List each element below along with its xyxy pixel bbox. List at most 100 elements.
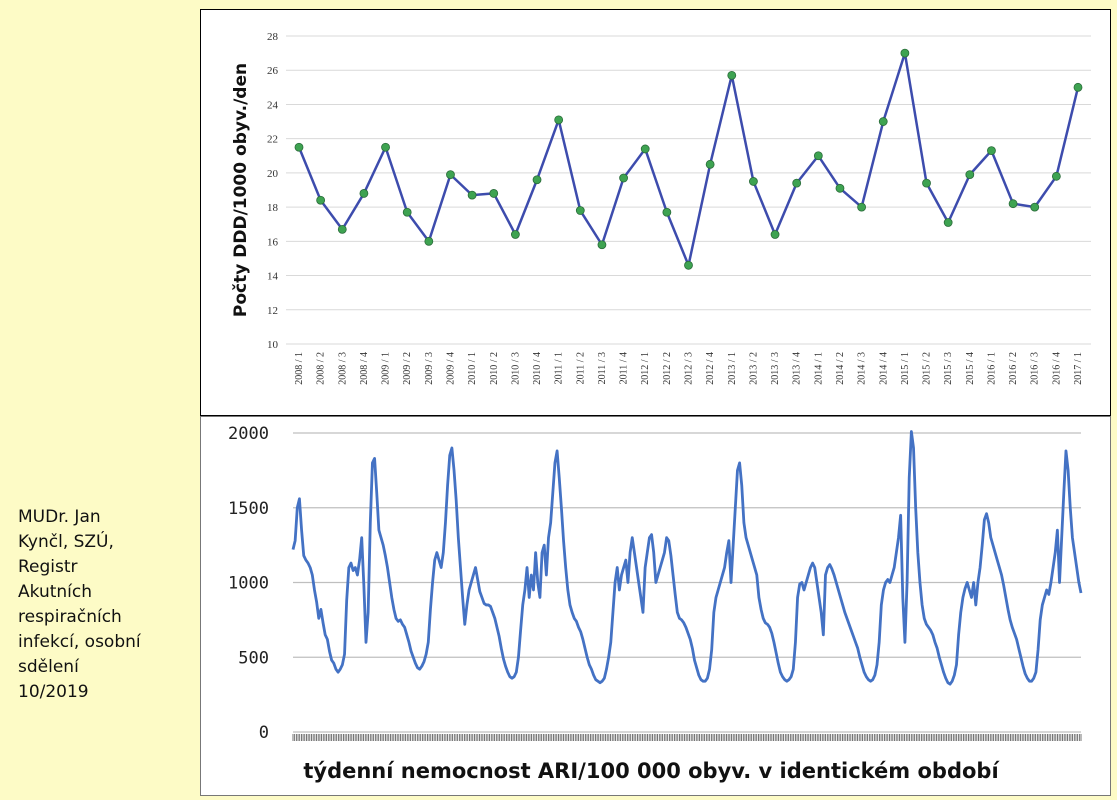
x-tick-label: 2013 / 1 xyxy=(727,352,738,385)
data-point xyxy=(510,230,520,239)
data-point xyxy=(749,177,758,186)
data-point xyxy=(900,48,910,58)
y-tick-label: 20 xyxy=(267,168,279,180)
x-tick-label: 2009 / 4 xyxy=(445,352,456,385)
source-note-line: Kynčl, SZÚ, xyxy=(18,532,114,552)
data-point xyxy=(727,70,737,80)
x-tick-label: 2014 / 3 xyxy=(857,352,868,385)
source-note-line: infekcí, osobní xyxy=(18,632,141,652)
data-point xyxy=(575,206,585,215)
x-tick-label: 2009 / 3 xyxy=(424,352,435,385)
data-point xyxy=(965,170,975,180)
data-point xyxy=(1051,171,1061,181)
data-point xyxy=(857,202,867,212)
ddd-consumption-chart: 10 12 14 16 18 20 22 24 26 28 Počty DDD/1000 obyv.… xyxy=(200,9,1111,416)
x-tick-label: 2010 / 4 xyxy=(532,352,543,385)
x-tick-label: 2011 / 4 xyxy=(619,352,630,384)
data-point xyxy=(835,183,845,193)
data-point xyxy=(467,190,477,200)
data-point xyxy=(554,115,564,125)
data-point xyxy=(532,175,542,185)
data-point xyxy=(705,159,715,169)
data-point xyxy=(337,224,347,234)
x-tick-label: 2011 / 1 xyxy=(554,352,565,384)
source-note-line: Registr xyxy=(18,557,78,577)
data-point xyxy=(1073,82,1083,92)
data-point xyxy=(294,142,304,152)
x-tick-label: 2012 / 2 xyxy=(662,352,673,385)
data-point xyxy=(597,240,607,250)
x-tick-label: 2017 / 1 xyxy=(1073,352,1084,385)
data-point xyxy=(446,170,455,180)
x-tick-label: 2013 / 3 xyxy=(770,352,781,385)
x-tick-label: 2010 / 3 xyxy=(510,352,521,385)
data-point xyxy=(316,195,326,205)
x-tick-label: 2008 / 4 xyxy=(359,352,370,385)
series-line xyxy=(291,430,1083,686)
x-tick-label: 2016 / 3 xyxy=(1030,352,1041,385)
x-tick-label: 2010 / 2 xyxy=(489,352,500,385)
data-point xyxy=(813,151,823,161)
y-tick-label: 28 xyxy=(267,31,279,43)
y-tick-label: 1500 xyxy=(228,499,269,519)
x-tick-label: 2011 / 2 xyxy=(575,352,586,384)
x-tick-label: 2013 / 4 xyxy=(792,352,803,385)
y-tick-label: 26 xyxy=(267,65,279,77)
x-tick-label: 2010 / 1 xyxy=(467,352,478,385)
source-note-line: 10/2019 xyxy=(18,682,89,702)
y-axis-label: Počty DDD/1000 obyv./den xyxy=(231,63,251,317)
y-tick-label: 10 xyxy=(267,339,279,351)
data-point xyxy=(684,260,693,270)
data-point xyxy=(424,236,434,246)
x-tick-label: 2016 / 1 xyxy=(986,352,997,385)
data-point xyxy=(770,230,780,239)
data-point xyxy=(1008,199,1018,209)
data-point xyxy=(662,207,672,217)
y-tick-label: 0 xyxy=(259,723,269,743)
y-tick-label: 500 xyxy=(238,648,269,668)
data-point xyxy=(402,207,412,217)
y-tick-label: 1000 xyxy=(228,574,269,594)
x-tick-label: 2016 / 2 xyxy=(1008,352,1019,385)
y-tick-label: 18 xyxy=(267,202,279,214)
ddd-chart-svg: 10 12 14 16 18 20 22 24 26 28 Počty DDD/1000 obyv.… xyxy=(231,31,1091,385)
data-point xyxy=(640,144,650,154)
x-tick-label: 2009 / 2 xyxy=(402,352,413,385)
ari-chart-svg: 0 500 1000 1500 2000 týdenní nemocnost ARI/10… xyxy=(228,424,1083,783)
x-tick-label: 2016 / 4 xyxy=(1051,352,1062,385)
x-tick-label: 2008 / 3 xyxy=(337,352,348,385)
x-tick-label: 2012 / 1 xyxy=(640,352,651,385)
source-note-line: Akutních xyxy=(18,582,93,602)
x-tick-label: 2015 / 1 xyxy=(900,352,911,385)
y-tick-label: 24 xyxy=(267,99,279,111)
data-point xyxy=(792,178,802,188)
data-point xyxy=(987,146,996,156)
y-tick-label: 16 xyxy=(267,236,279,248)
x-tick-label: 2008 / 2 xyxy=(316,352,327,385)
x-tick-label: 2013 / 2 xyxy=(748,352,759,385)
source-note-line: respiračních xyxy=(18,607,122,627)
x-tick-label: 2012 / 4 xyxy=(705,352,716,385)
x-tick-label: 2014 / 1 xyxy=(813,352,824,385)
y-tick-label: 12 xyxy=(267,305,278,317)
x-tick-label: 2008 / 1 xyxy=(294,352,305,385)
y-tick-label: 14 xyxy=(267,271,279,283)
data-point xyxy=(489,189,499,198)
series-line xyxy=(297,51,1080,267)
source-note-line: MUDr. Jan xyxy=(18,507,101,527)
x-tick-label: 2014 / 2 xyxy=(835,352,846,385)
x-tick-label: 2015 / 2 xyxy=(922,352,933,385)
ari-incidence-chart: 0 500 1000 1500 2000 týdenní nemocnost ARI/10… xyxy=(200,416,1111,796)
x-tick-label: 2014 / 4 xyxy=(878,352,889,385)
y-tick-label: 22 xyxy=(267,134,278,146)
source-note-line: sdělení xyxy=(18,657,79,677)
data-point xyxy=(381,142,390,152)
data-point xyxy=(359,189,369,198)
x-week-ticks xyxy=(292,734,1082,741)
data-point xyxy=(922,178,931,188)
x-tick-label: 2009 / 1 xyxy=(381,352,392,385)
x-tick-label: 2015 / 4 xyxy=(965,352,976,385)
data-point xyxy=(878,117,888,126)
x-tick-label: 2011 / 3 xyxy=(597,352,608,384)
data-point xyxy=(1030,202,1040,212)
